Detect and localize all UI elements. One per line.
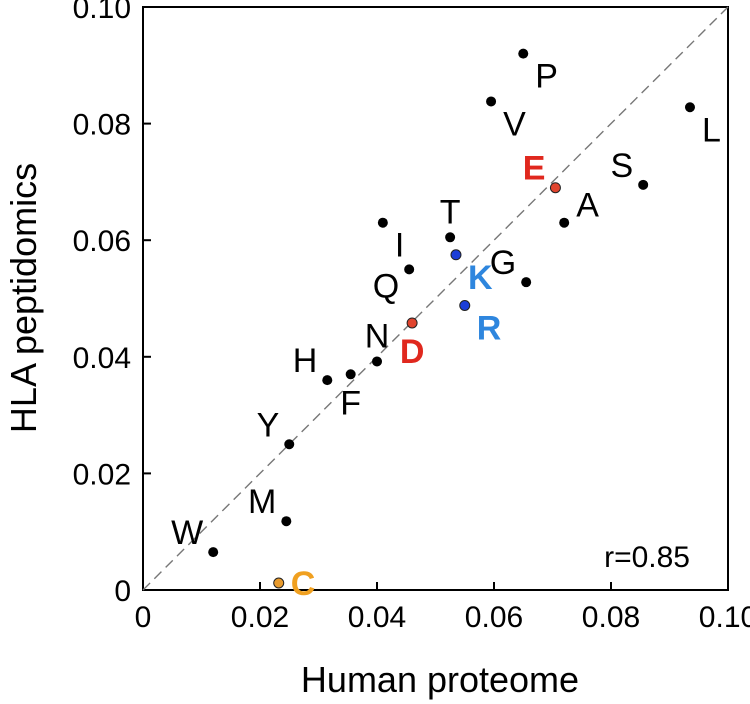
- data-point: [684, 102, 695, 113]
- data-point: [450, 249, 462, 261]
- x-tick-label: 0.08: [582, 601, 640, 634]
- data-point: [638, 179, 649, 190]
- data-point: [208, 547, 219, 558]
- data-point: [445, 232, 456, 243]
- data-point-label: P: [535, 58, 558, 96]
- correlation-annotation: r=0.85: [604, 541, 690, 574]
- data-point: [404, 264, 415, 275]
- data-point-label: F: [340, 384, 361, 422]
- data-point-label: V: [503, 105, 526, 143]
- y-tick-label: 0: [114, 575, 131, 608]
- y-tick-label: 0.08: [73, 109, 131, 142]
- data-point-label: Y: [257, 406, 280, 444]
- data-point-label: A: [576, 187, 599, 225]
- y-tick-label: 0.04: [73, 342, 131, 375]
- data-point: [459, 299, 471, 311]
- plot-frame: [142, 6, 729, 591]
- data-points: PV L E SA TI KG Q R DN HF Y M W C: [171, 48, 721, 603]
- x-tick-label: 0: [135, 601, 152, 634]
- data-point-label: L: [702, 111, 721, 149]
- data-point: [377, 217, 388, 228]
- data-point: [406, 317, 418, 329]
- data-point-label: E: [523, 150, 546, 188]
- data-point-label: N: [365, 317, 390, 355]
- data-point-label: D: [400, 333, 425, 371]
- data-point-label: R: [477, 309, 502, 347]
- data-point: [281, 516, 292, 527]
- y-tick-label: 0.02: [73, 458, 131, 491]
- data-point: [559, 217, 570, 228]
- data-point: [521, 277, 532, 288]
- data-point-label: G: [490, 244, 516, 282]
- x-tick-label: 0.10: [699, 601, 750, 634]
- axis-ticks: 0 0.02 0.04 0.06 0.08 0.10 0 0.02 0.04 0.06 0.08 0.…: [73, 0, 750, 634]
- data-point-label: W: [171, 514, 203, 552]
- data-point: [372, 356, 382, 367]
- data-point-label: Q: [373, 267, 399, 305]
- data-point: [322, 375, 333, 386]
- y-tick-label: 0.10: [73, 0, 131, 25]
- data-point: [549, 182, 561, 194]
- data-point-label: T: [440, 193, 461, 231]
- data-point: [486, 96, 497, 107]
- y-axis-label: HLA peptidomics: [3, 163, 44, 433]
- data-point-label: K: [468, 259, 493, 297]
- data-point: [273, 577, 285, 589]
- data-point: [518, 48, 529, 59]
- data-point: [284, 439, 295, 450]
- data-point-label: S: [610, 147, 633, 185]
- data-point-label: H: [293, 342, 318, 380]
- data-point-label: M: [248, 483, 276, 521]
- data-point: [345, 369, 356, 380]
- data-point-label: C: [291, 565, 316, 603]
- x-axis-label: Human proteome: [301, 659, 579, 700]
- y-tick-label: 0.06: [73, 225, 131, 258]
- x-tick-label: 0.02: [231, 601, 289, 634]
- x-tick-label: 0.04: [348, 601, 406, 634]
- x-tick-label: 0.06: [465, 601, 523, 634]
- identity-reference-line: [142, 6, 729, 591]
- data-point-label: I: [395, 227, 404, 265]
